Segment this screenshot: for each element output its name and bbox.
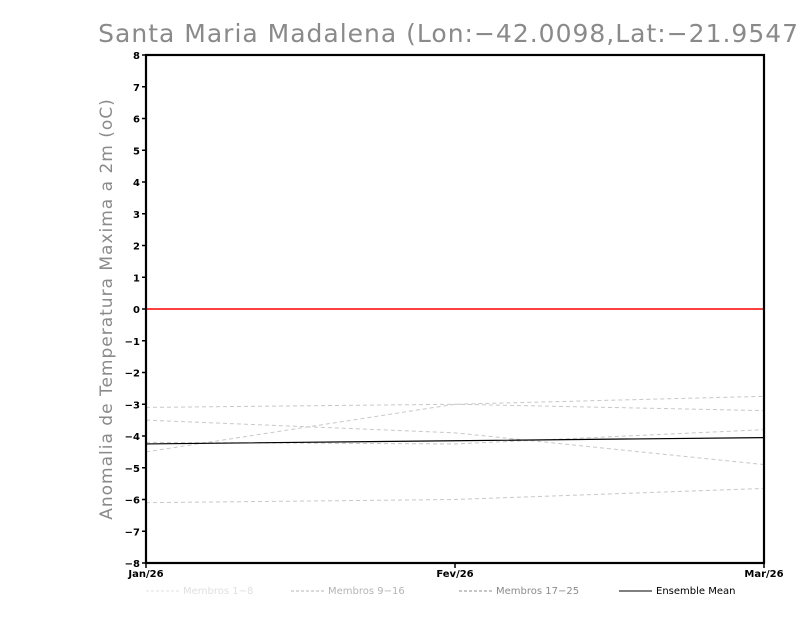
y-tick-label: −3 (125, 400, 140, 411)
legend-label: Membros 9−16 (328, 586, 405, 597)
y-tick-label: 5 (133, 146, 140, 157)
ensemble-mean-line (145, 436, 765, 445)
legend-label: Ensemble Mean (656, 586, 735, 597)
y-tick-label: 7 (133, 83, 140, 94)
member-line-3 (145, 395, 765, 453)
y-axis-label: Anomalia de Temperatura Maxima a 2m (oC) (97, 98, 117, 520)
y-tick-label: −6 (125, 496, 140, 507)
x-tick-label: Jan/26 (127, 569, 163, 580)
y-tick-label: −4 (125, 432, 140, 443)
y-tick-label: 1 (133, 273, 140, 284)
y-tick-label: 6 (133, 115, 140, 126)
member-line-5 (145, 487, 765, 504)
chart-title: Santa Maria Madalena (Lon:−42.0098,Lat:−… (98, 19, 800, 48)
y-tick-label: 8 (133, 51, 140, 62)
y-tick-label: −2 (125, 369, 140, 380)
legend-label: Membros 17−25 (496, 586, 579, 597)
member-line-2 (145, 419, 765, 466)
legend: Membros 1−8 Membros 9−16 Membros 17−25 Ense… (146, 586, 735, 597)
member-line-1 (145, 403, 765, 412)
y-tick-label: 0 (133, 305, 140, 316)
y-tick-label: −1 (125, 337, 140, 348)
y-tick-label: 3 (133, 210, 140, 221)
member-line-4 (145, 429, 765, 445)
y-tick-label: 4 (133, 178, 140, 189)
y-tick-label: −8 (125, 559, 140, 570)
y-tick-label: 2 (133, 242, 140, 253)
y-tick-label: −5 (125, 464, 140, 475)
x-tick-label: Mar/26 (744, 569, 783, 580)
y-tick-label: −7 (125, 527, 140, 538)
legend-label: Membros 1−8 (183, 586, 253, 597)
x-tick-label: Fev/26 (436, 569, 473, 580)
